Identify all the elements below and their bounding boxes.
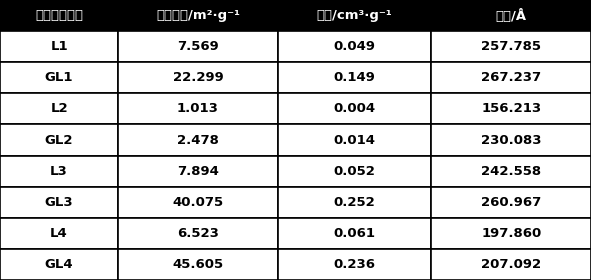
Text: 257.785: 257.785	[481, 40, 541, 53]
Text: L1: L1	[50, 40, 68, 53]
Bar	[118, 249, 278, 280]
Bar	[278, 156, 431, 187]
Text: 孔容/cm³·g⁻¹: 孔容/cm³·g⁻¹	[317, 9, 392, 22]
Bar	[278, 62, 431, 93]
Text: 0.052: 0.052	[334, 165, 375, 178]
Bar	[431, 0, 591, 31]
Text: 0.049: 0.049	[333, 40, 376, 53]
Bar	[0, 124, 118, 156]
Text: 0.149: 0.149	[334, 71, 375, 84]
Text: 40.075: 40.075	[173, 196, 223, 209]
Text: 7.894: 7.894	[177, 165, 219, 178]
Bar	[278, 93, 431, 124]
Bar	[278, 0, 431, 31]
Text: 孔径/Å: 孔径/Å	[496, 9, 527, 23]
Text: L3: L3	[50, 165, 68, 178]
Text: 197.860: 197.860	[481, 227, 541, 240]
Text: 0.252: 0.252	[334, 196, 375, 209]
Bar	[0, 218, 118, 249]
Text: 207.092: 207.092	[481, 258, 541, 271]
Bar	[278, 31, 431, 62]
Bar	[0, 249, 118, 280]
Bar	[431, 249, 591, 280]
Text: 230.083: 230.083	[481, 134, 541, 146]
Text: GL3: GL3	[45, 196, 73, 209]
Bar	[118, 0, 278, 31]
Bar	[118, 124, 278, 156]
Text: 0.014: 0.014	[333, 134, 376, 146]
Bar	[118, 62, 278, 93]
Text: 2.478: 2.478	[177, 134, 219, 146]
Text: 0.061: 0.061	[333, 227, 376, 240]
Bar	[0, 156, 118, 187]
Text: 0.004: 0.004	[333, 102, 376, 115]
Text: 比表面积/m²·g⁻¹: 比表面积/m²·g⁻¹	[156, 9, 240, 22]
Text: 267.237: 267.237	[481, 71, 541, 84]
Text: L2: L2	[50, 102, 68, 115]
Bar	[0, 187, 118, 218]
Bar	[0, 0, 118, 31]
Text: 242.558: 242.558	[481, 165, 541, 178]
Text: GL2: GL2	[45, 134, 73, 146]
Bar	[278, 249, 431, 280]
Bar	[118, 187, 278, 218]
Text: GL4: GL4	[45, 258, 73, 271]
Bar	[278, 124, 431, 156]
Bar	[0, 93, 118, 124]
Text: 催化剂孔结构: 催化剂孔结构	[35, 9, 83, 22]
Bar	[118, 218, 278, 249]
Bar	[118, 93, 278, 124]
Text: 7.569: 7.569	[177, 40, 219, 53]
Text: L4: L4	[50, 227, 68, 240]
Text: 22.299: 22.299	[173, 71, 223, 84]
Bar	[431, 187, 591, 218]
Bar	[0, 62, 118, 93]
Text: GL1: GL1	[45, 71, 73, 84]
Text: 0.236: 0.236	[333, 258, 376, 271]
Bar	[118, 156, 278, 187]
Bar	[278, 218, 431, 249]
Text: 156.213: 156.213	[481, 102, 541, 115]
Bar	[278, 187, 431, 218]
Text: 45.605: 45.605	[173, 258, 223, 271]
Text: 260.967: 260.967	[481, 196, 541, 209]
Bar	[431, 31, 591, 62]
Text: 6.523: 6.523	[177, 227, 219, 240]
Bar	[0, 31, 118, 62]
Bar	[431, 93, 591, 124]
Bar	[431, 218, 591, 249]
Bar	[431, 124, 591, 156]
Bar	[431, 156, 591, 187]
Bar	[118, 31, 278, 62]
Bar	[431, 62, 591, 93]
Text: 1.013: 1.013	[177, 102, 219, 115]
